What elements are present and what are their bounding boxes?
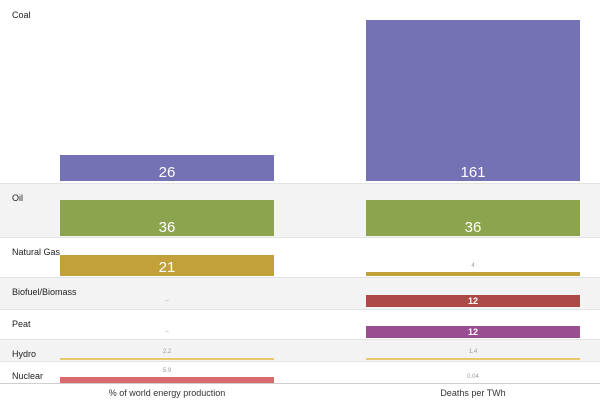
value-label-oil-col2: 36: [464, 219, 482, 236]
bar-coal-col1: [60, 155, 274, 181]
row-band-nuclear: [0, 361, 600, 383]
row-label-coal: Coal: [12, 10, 31, 20]
value-label-natural-gas-col1: 21: [158, 259, 176, 276]
row-label-biofuel-biomass: Biofuel/Biomass: [12, 287, 77, 297]
column-label-energy-share: % of world energy production: [108, 388, 226, 398]
bar-hydro-col2: [366, 358, 580, 360]
value-label-coal-col1: 26: [158, 164, 176, 181]
row-band-peat: [0, 309, 600, 339]
bar-oil-col1: [60, 200, 274, 236]
value-label-coal-col2: 161: [460, 164, 486, 181]
value-label-hydro-col1: 2.2: [162, 348, 172, 355]
x-axis-line: [0, 383, 600, 384]
value-label-peat-col2: 12: [467, 327, 478, 337]
bar-nuclear-col1: [60, 377, 274, 383]
value-label-nuclear-col2: 0.04: [467, 374, 479, 380]
value-label-biofuel-biomass-col1: –: [165, 298, 169, 304]
value-label-biofuel-biomass-col2: 12: [467, 296, 478, 306]
row-label-nuclear: Nuclear: [12, 371, 44, 381]
row-label-oil: Oil: [12, 193, 23, 203]
bar-biofuel-biomass-col2: [366, 295, 580, 307]
column-label-deaths: Deaths per TWh: [440, 388, 506, 398]
value-label-oil-col1: 36: [158, 219, 176, 236]
row-label-hydro: Hydro: [12, 349, 37, 359]
value-label-natural-gas-col2: 4: [471, 263, 475, 269]
bar-peat-col2: [366, 326, 580, 338]
row-label-peat: Peat: [12, 319, 31, 329]
row-band-natural-gas: [0, 237, 600, 277]
bar-coal-col2: [366, 20, 580, 181]
bar-natural-gas-col1: [60, 255, 274, 276]
value-label-peat-col1: –: [165, 329, 169, 335]
bar-oil-col2: [366, 200, 580, 236]
bar-hydro-col1: [60, 357, 274, 360]
value-label-nuclear-col1: 5.9: [162, 368, 172, 375]
bar-natural-gas-col2: [366, 272, 580, 276]
row-band-hydro: [0, 339, 600, 361]
value-label-hydro-col2: 1.4: [468, 349, 478, 355]
row-label-natural-gas: Natural Gas: [12, 247, 61, 257]
